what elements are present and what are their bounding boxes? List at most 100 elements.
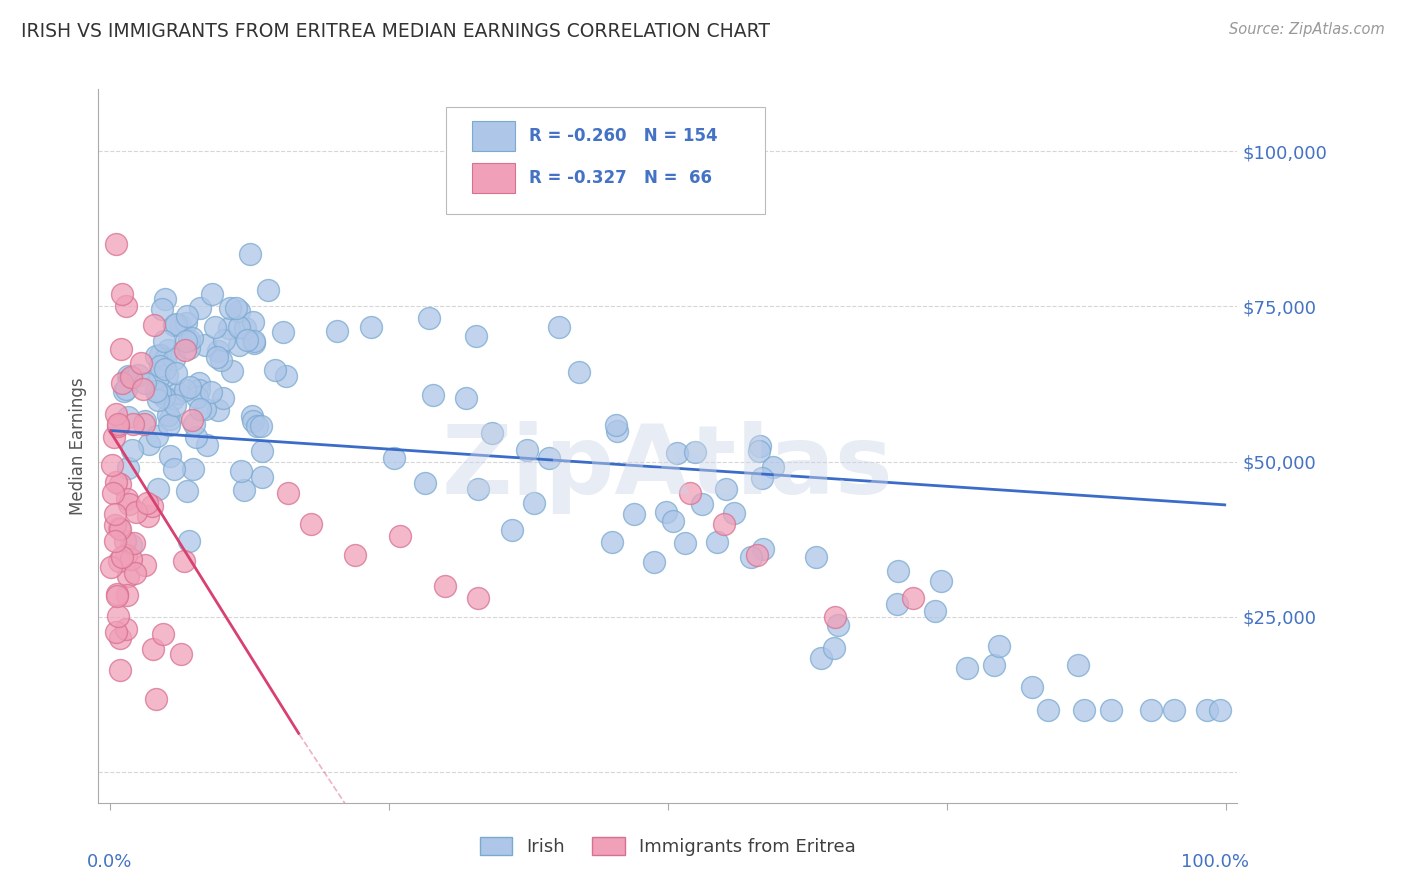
Text: ZipAtlas: ZipAtlas [441, 421, 894, 514]
Point [153, 292, 176, 306]
Point [225, 301, 247, 315]
Point [250, 418, 273, 433]
Point [111, 287, 134, 301]
Point [120, 538, 142, 552]
Point [228, 303, 250, 318]
Point [173, 554, 195, 568]
Point [501, 523, 523, 537]
Point [706, 535, 728, 549]
Point [104, 407, 127, 421]
Point [149, 359, 172, 373]
Point [1067, 658, 1090, 673]
Point [623, 507, 645, 521]
Point [643, 555, 665, 569]
Point [120, 370, 142, 384]
Point [142, 641, 165, 656]
Point [148, 348, 170, 362]
Point [157, 417, 180, 432]
Legend: Irish, Immigrants from Eritrea: Irish, Immigrants from Eritrea [471, 828, 865, 865]
Point [108, 522, 131, 536]
Point [166, 386, 188, 401]
Point [242, 413, 264, 427]
Point [188, 401, 211, 416]
Point [1209, 703, 1232, 717]
Point [132, 417, 155, 431]
Point [156, 343, 179, 357]
Point [433, 579, 456, 593]
Point [180, 331, 202, 345]
Point [107, 609, 129, 624]
Point [101, 458, 124, 472]
Point [115, 548, 138, 562]
Point [723, 506, 745, 520]
Point [655, 505, 678, 519]
Point [299, 516, 322, 531]
Point [1195, 703, 1218, 717]
Point [239, 247, 262, 261]
Point [146, 392, 169, 407]
Point [903, 591, 925, 605]
Point [388, 529, 411, 543]
Point [153, 352, 176, 367]
Point [105, 475, 128, 489]
Point [344, 548, 367, 562]
Point [827, 618, 849, 632]
Point [118, 374, 141, 388]
Point [153, 334, 176, 348]
Text: R = -0.260   N = 154: R = -0.260 N = 154 [529, 127, 717, 145]
Point [127, 368, 149, 383]
Point [204, 320, 226, 334]
Point [747, 444, 769, 458]
Point [683, 445, 706, 459]
Point [110, 631, 132, 645]
Point [751, 471, 773, 485]
Point [173, 343, 195, 357]
Point [103, 430, 125, 444]
FancyBboxPatch shape [472, 163, 515, 194]
Point [107, 417, 129, 431]
Y-axis label: Median Earnings: Median Earnings [69, 377, 87, 515]
Point [228, 319, 250, 334]
Point [143, 318, 166, 332]
Point [221, 364, 243, 378]
Point [155, 362, 177, 376]
Point [183, 417, 205, 431]
Point [235, 321, 257, 335]
Point [117, 369, 139, 384]
Point [662, 514, 685, 528]
Point [382, 450, 405, 465]
Point [231, 464, 253, 478]
Point [179, 533, 201, 548]
Point [146, 429, 169, 443]
Point [242, 315, 264, 329]
Point [209, 353, 232, 368]
Point [134, 376, 156, 391]
Point [181, 413, 204, 427]
Point [105, 589, 128, 603]
Point [188, 376, 211, 391]
Point [111, 376, 134, 391]
Point [115, 491, 138, 506]
Point [207, 403, 229, 417]
Point [186, 430, 208, 444]
Point [465, 328, 488, 343]
Point [159, 450, 181, 464]
Point [197, 437, 219, 451]
Point [165, 366, 187, 380]
Point [179, 341, 201, 355]
Point [174, 334, 197, 348]
Point [104, 507, 127, 521]
Point [467, 483, 489, 497]
Point [740, 549, 762, 564]
Point [673, 536, 696, 550]
Point [108, 664, 131, 678]
Point [956, 661, 979, 675]
Point [467, 591, 489, 605]
Point [747, 548, 769, 562]
Point [218, 301, 240, 315]
Text: 100.0%: 100.0% [1181, 853, 1249, 871]
Point [114, 533, 136, 548]
Point [141, 499, 163, 513]
Point [118, 371, 141, 385]
Point [1021, 680, 1043, 694]
